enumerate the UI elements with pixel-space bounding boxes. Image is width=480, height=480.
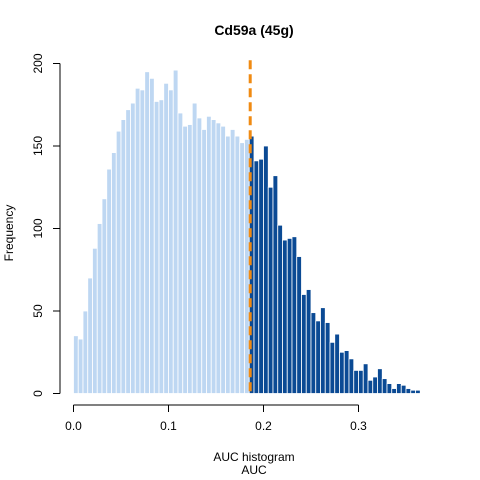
histogram-bar (172, 69, 179, 394)
histogram-bar (353, 369, 359, 394)
histogram-bar (163, 82, 169, 394)
histogram-bars (73, 69, 421, 394)
histogram-bar (291, 236, 298, 394)
histogram-bar (320, 307, 326, 394)
histogram-bar (267, 186, 274, 394)
histogram-bar (101, 198, 108, 394)
histogram-bar (215, 122, 222, 394)
y-tick-label: 200 (31, 53, 45, 73)
histogram-bar (372, 376, 378, 394)
histogram-bar (153, 101, 160, 394)
histogram-bar (272, 175, 279, 394)
x-tick-label: 0.2 (255, 419, 272, 433)
histogram-bar (367, 379, 374, 394)
histogram-bar (358, 369, 364, 394)
x-axis: 0.0 0.1 0.2 0.3 (65, 404, 367, 433)
histogram-bar (106, 168, 112, 394)
y-axis-label: Frequency (2, 205, 16, 262)
x-axis-label: AUC histogram (213, 450, 294, 464)
histogram-bar (82, 310, 89, 394)
histogram-bar (282, 239, 288, 394)
histogram-bar (391, 388, 397, 394)
histogram-bar (305, 289, 312, 394)
y-axis: 0 50 100 150 200 (31, 53, 61, 397)
y-tick-label: 100 (31, 218, 45, 238)
histogram-bar (400, 384, 407, 394)
histogram-bar (96, 223, 103, 394)
chart-title: Cd59a (45g) (214, 22, 293, 38)
histogram-bar (229, 129, 236, 394)
histogram-bar (234, 135, 241, 394)
histogram-bar (301, 294, 307, 394)
histogram-bar (253, 160, 260, 394)
histogram-bar (158, 99, 165, 394)
histogram-bar (87, 277, 93, 394)
histogram-bar (381, 378, 388, 394)
histogram-bar (244, 138, 250, 394)
histogram-bar (405, 388, 412, 394)
histogram-bar (324, 322, 331, 394)
histogram-bar (334, 333, 340, 394)
histogram-bar (415, 389, 421, 394)
histogram-bar (182, 125, 188, 394)
histogram-bar (377, 368, 383, 394)
histogram-bar (343, 350, 350, 394)
histogram-bar (196, 117, 203, 394)
histogram-bar (310, 312, 317, 394)
histogram-bar (210, 119, 217, 394)
histogram-bar (130, 102, 136, 394)
y-tick-label: 50 (31, 304, 45, 318)
histogram-bar (125, 109, 131, 394)
histogram-bar (115, 130, 122, 394)
histogram-bar (144, 71, 150, 394)
histogram-bar (225, 135, 231, 394)
histogram-bar (177, 112, 184, 394)
histogram-bar (339, 351, 345, 394)
histogram-bar (191, 102, 198, 394)
histogram-bar (206, 115, 212, 394)
histogram-bar (396, 383, 402, 394)
histogram-bar (362, 363, 369, 394)
histogram-bar (149, 77, 155, 394)
histogram-bar (139, 89, 146, 394)
histogram-bar (329, 341, 336, 394)
histogram-bar (348, 358, 355, 394)
histogram-bar (73, 335, 79, 394)
y-tick-label: 150 (31, 136, 45, 156)
histogram-bar (120, 119, 127, 394)
histogram-bar (286, 237, 293, 394)
histogram-bar (92, 247, 98, 394)
x-tick-label: 0.0 (65, 419, 82, 433)
histogram-bar (263, 145, 269, 394)
x-tick-label: 0.1 (160, 419, 177, 433)
histogram-bar (220, 125, 226, 394)
histogram-bar (111, 152, 117, 394)
histogram-bar (410, 389, 416, 394)
histogram-bar (296, 256, 302, 394)
y-tick-label: 0 (31, 390, 45, 397)
histogram-bar (258, 158, 264, 394)
histogram-bar (134, 87, 141, 394)
histogram-bar (168, 89, 174, 394)
histogram-bar (386, 383, 393, 394)
histogram-bar (201, 129, 207, 394)
histogram-bar (315, 320, 321, 394)
histogram-bar (77, 338, 84, 394)
x-axis-sublabel: AUC (241, 463, 267, 477)
histogram-bar (187, 124, 193, 394)
histogram-bar (277, 224, 283, 394)
x-tick-label: 0.3 (350, 419, 367, 433)
histogram-bar (239, 142, 245, 394)
